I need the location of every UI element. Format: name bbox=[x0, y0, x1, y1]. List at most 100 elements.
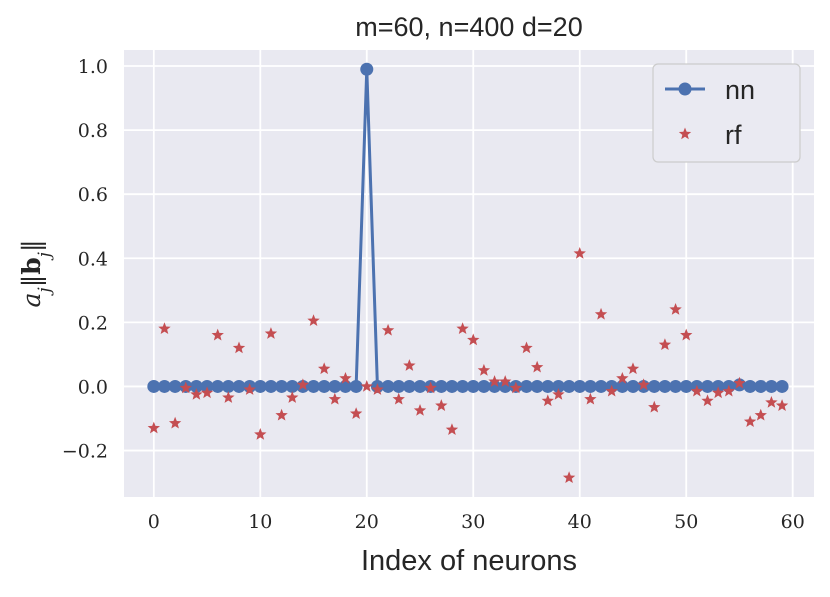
data-point-rf bbox=[680, 328, 693, 341]
legend-marker-nn bbox=[678, 82, 692, 96]
data-point-nn bbox=[626, 379, 640, 393]
data-point-rf bbox=[243, 383, 256, 395]
data-point-rf bbox=[435, 399, 448, 411]
legend-label-rf: rf bbox=[725, 120, 742, 150]
data-point-rf bbox=[179, 381, 192, 394]
data-point-nn bbox=[498, 379, 512, 393]
data-point-rf bbox=[232, 341, 246, 354]
data-point-rf bbox=[477, 363, 491, 376]
data-point-nn bbox=[317, 379, 331, 393]
data-point-rf bbox=[594, 307, 608, 320]
data-point-rf bbox=[690, 384, 704, 397]
data-point-nn bbox=[754, 379, 768, 393]
data-point-rf bbox=[605, 384, 618, 397]
data-point-nn bbox=[594, 379, 608, 393]
data-point-nn bbox=[466, 379, 480, 393]
y-label-part: ‖ bbox=[17, 240, 47, 253]
legend: nn rf bbox=[652, 63, 801, 163]
x-axis-label: Index of neurons bbox=[361, 545, 577, 577]
data-point-rf bbox=[264, 327, 278, 339]
x-tick-label: 40 bbox=[568, 511, 592, 533]
chart-title: m=60, n=400 d=20 bbox=[355, 12, 582, 42]
data-point-rf bbox=[371, 383, 384, 395]
data-point-rf bbox=[275, 408, 288, 421]
data-point-rf bbox=[168, 416, 182, 429]
data-point-rf bbox=[158, 322, 171, 335]
data-point-rf bbox=[211, 328, 224, 341]
data-point-rf bbox=[669, 303, 682, 315]
data-point-rf bbox=[488, 375, 501, 387]
y-label-part: ‖ bbox=[17, 275, 47, 288]
data-point-nn bbox=[157, 379, 171, 393]
data-point-nn bbox=[775, 379, 789, 393]
data-point-rf bbox=[403, 359, 416, 371]
legend-entry-nn: nn bbox=[665, 75, 755, 105]
data-point-nn bbox=[275, 379, 289, 393]
data-point-rf bbox=[445, 423, 459, 435]
y-tick-label: 0.0 bbox=[78, 376, 108, 398]
data-point-rf bbox=[467, 333, 480, 346]
y-tick-label: 0.2 bbox=[78, 312, 108, 334]
data-point-rf bbox=[286, 391, 299, 403]
y-label-part: b bbox=[17, 257, 46, 274]
data-point-nn bbox=[541, 379, 555, 393]
series-layer bbox=[147, 62, 789, 484]
data-point-nn bbox=[232, 379, 246, 393]
data-point-nn bbox=[658, 379, 672, 393]
data-point-nn bbox=[402, 379, 416, 393]
data-point-nn bbox=[583, 379, 597, 393]
data-point-rf bbox=[573, 246, 586, 259]
data-point-nn bbox=[392, 379, 406, 393]
y-axis-label-text: aj‖bj‖ bbox=[17, 240, 55, 308]
data-point-rf bbox=[584, 392, 597, 405]
data-point-rf bbox=[722, 384, 735, 397]
data-point-rf bbox=[499, 375, 512, 387]
data-point-rf bbox=[339, 371, 352, 384]
data-point-nn bbox=[488, 379, 502, 393]
data-point-rf bbox=[552, 387, 565, 400]
data-point-rf bbox=[658, 338, 672, 351]
data-point-nn bbox=[647, 379, 661, 393]
data-point-rf bbox=[318, 362, 331, 375]
x-tick-label: 60 bbox=[781, 511, 805, 533]
data-point-rf bbox=[743, 415, 757, 427]
series-rf bbox=[147, 246, 789, 484]
data-point-rf bbox=[765, 395, 778, 408]
x-tick-label: 20 bbox=[355, 511, 379, 533]
data-point-nn bbox=[211, 379, 225, 393]
data-point-rf bbox=[520, 341, 533, 354]
data-point-nn bbox=[679, 379, 693, 393]
data-point-rf bbox=[701, 394, 714, 407]
data-point-rf bbox=[541, 394, 554, 407]
data-point-rf bbox=[200, 386, 214, 399]
data-point-rf bbox=[648, 400, 661, 413]
data-point-rf bbox=[711, 386, 725, 399]
legend-marker-rf bbox=[678, 127, 692, 140]
data-point-nn bbox=[530, 379, 544, 393]
data-point-rf bbox=[456, 322, 469, 335]
data-point-nn bbox=[168, 379, 182, 393]
y-tick-label: 0.8 bbox=[78, 120, 108, 142]
y-label-part: j bbox=[35, 287, 55, 297]
data-point-nn bbox=[360, 62, 374, 76]
data-point-rf bbox=[349, 407, 363, 419]
data-point-nn bbox=[328, 379, 342, 393]
legend-label-nn: nn bbox=[725, 75, 755, 105]
data-point-rf bbox=[147, 421, 160, 434]
data-point-rf bbox=[381, 323, 395, 336]
data-point-rf bbox=[562, 471, 576, 484]
data-point-rf bbox=[328, 392, 342, 405]
data-point-rf bbox=[616, 371, 629, 384]
data-point-nn bbox=[285, 379, 299, 393]
data-point-nn bbox=[381, 379, 395, 393]
data-point-nn bbox=[456, 379, 470, 393]
data-point-rf bbox=[254, 428, 267, 440]
x-tick-label: 10 bbox=[248, 511, 272, 533]
x-tick-label: 30 bbox=[461, 511, 485, 533]
x-tick-label: 50 bbox=[674, 511, 698, 533]
data-point-rf bbox=[392, 392, 405, 405]
data-point-nn bbox=[147, 379, 161, 393]
tick-labels: 0 10 20 30 40 50 60 −0.2 0.0 0.2 0.4 0.6 0.8 1.0 bbox=[62, 56, 805, 533]
data-point-nn bbox=[562, 379, 576, 393]
